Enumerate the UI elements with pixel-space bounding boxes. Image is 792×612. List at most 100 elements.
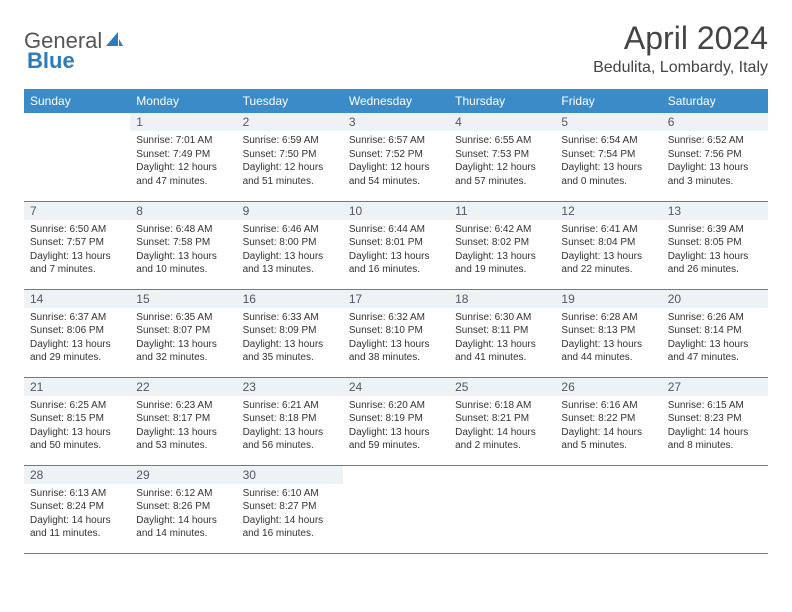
sunrise-text: Sunrise: 6:39 AM <box>668 223 762 237</box>
header: General April 2024 Bedulita, Lombardy, I… <box>24 20 768 77</box>
sunset-text: Sunset: 8:07 PM <box>136 324 230 338</box>
location: Bedulita, Lombardy, Italy <box>593 59 768 77</box>
day-cell: 22Sunrise: 6:23 AMSunset: 8:17 PMDayligh… <box>130 377 236 465</box>
sunset-text: Sunset: 8:18 PM <box>243 412 337 426</box>
day-cell: 25Sunrise: 6:18 AMSunset: 8:21 PMDayligh… <box>449 377 555 465</box>
day-number: 30 <box>237 466 343 484</box>
sunset-text: Sunset: 7:52 PM <box>349 148 443 162</box>
sunrise-text: Sunrise: 6:42 AM <box>455 223 549 237</box>
sunrise-text: Sunrise: 6:12 AM <box>136 487 230 501</box>
day-body: Sunrise: 6:25 AMSunset: 8:15 PMDaylight:… <box>24 396 130 457</box>
day-cell: 16Sunrise: 6:33 AMSunset: 8:09 PMDayligh… <box>237 289 343 377</box>
day-number: 19 <box>555 290 661 308</box>
sunrise-text: Sunrise: 6:21 AM <box>243 399 337 413</box>
day-body: Sunrise: 6:20 AMSunset: 8:19 PMDaylight:… <box>343 396 449 457</box>
daylight-text: Daylight: 13 hours and 41 minutes. <box>455 338 549 365</box>
daylight-text: Daylight: 13 hours and 16 minutes. <box>349 250 443 277</box>
sunset-text: Sunset: 7:57 PM <box>30 236 124 250</box>
day-body: Sunrise: 6:50 AMSunset: 7:57 PMDaylight:… <box>24 220 130 281</box>
sunset-text: Sunset: 8:15 PM <box>30 412 124 426</box>
sunset-text: Sunset: 8:26 PM <box>136 500 230 514</box>
daylight-text: Daylight: 13 hours and 59 minutes. <box>349 426 443 453</box>
day-body: Sunrise: 6:52 AMSunset: 7:56 PMDaylight:… <box>662 131 768 192</box>
day-cell: 10Sunrise: 6:44 AMSunset: 8:01 PMDayligh… <box>343 201 449 289</box>
sunrise-text: Sunrise: 7:01 AM <box>136 134 230 148</box>
day-cell: 19Sunrise: 6:28 AMSunset: 8:13 PMDayligh… <box>555 289 661 377</box>
day-number: 28 <box>24 466 130 484</box>
weekday-header: Friday <box>555 89 661 113</box>
day-number: 12 <box>555 202 661 220</box>
daylight-text: Daylight: 13 hours and 7 minutes. <box>30 250 124 277</box>
week-row: 28 Sunrise: 6:13 AMSunset: 8:24 PMDayligh… <box>24 465 768 553</box>
weekday-header: Saturday <box>662 89 768 113</box>
week-row: 7Sunrise: 6:50 AMSunset: 7:57 PMDaylight… <box>24 201 768 289</box>
sunrise-text: Sunrise: 6:20 AM <box>349 399 443 413</box>
day-cell: 30Sunrise: 6:10 AMSunset: 8:27 PMDayligh… <box>237 465 343 553</box>
day-number: 13 <box>662 202 768 220</box>
day-body: Sunrise: 6:44 AMSunset: 8:01 PMDaylight:… <box>343 220 449 281</box>
sunset-text: Sunset: 7:50 PM <box>243 148 337 162</box>
day-cell <box>662 465 768 553</box>
sunset-text: Sunset: 8:17 PM <box>136 412 230 426</box>
sunset-text: Sunset: 8:10 PM <box>349 324 443 338</box>
sunset-text: Sunset: 8:13 PM <box>561 324 655 338</box>
sunset-text: Sunset: 8:09 PM <box>243 324 337 338</box>
day-body: Sunrise: 6:39 AMSunset: 8:05 PMDaylight:… <box>662 220 768 281</box>
sunrise-text: Sunrise: 6:44 AM <box>349 223 443 237</box>
day-cell: 9Sunrise: 6:46 AMSunset: 8:00 PMDaylight… <box>237 201 343 289</box>
weekday-header: Monday <box>130 89 236 113</box>
day-cell <box>449 465 555 553</box>
day-body: Sunrise: 7:01 AMSunset: 7:49 PMDaylight:… <box>130 131 236 192</box>
day-cell: 2 Sunrise: 6:59 AMSunset: 7:50 PMDaylight… <box>237 113 343 201</box>
day-body: Sunrise: 6:35 AMSunset: 8:07 PMDaylight:… <box>130 308 236 369</box>
day-number: 5 <box>555 113 661 131</box>
day-number: 25 <box>449 378 555 396</box>
day-body: Sunrise: 6:54 AMSunset: 7:54 PMDaylight:… <box>555 131 661 192</box>
day-body: Sunrise: 6:33 AMSunset: 8:09 PMDaylight:… <box>237 308 343 369</box>
sunset-text: Sunset: 8:11 PM <box>455 324 549 338</box>
day-cell: 5Sunrise: 6:54 AMSunset: 7:54 PMDaylight… <box>555 113 661 201</box>
weekday-header: Tuesday <box>237 89 343 113</box>
day-body: Sunrise: 6:16 AMSunset: 8:22 PMDaylight:… <box>555 396 661 457</box>
day-body: Sunrise: 6:55 AMSunset: 7:53 PMDaylight:… <box>449 131 555 192</box>
day-cell: 12Sunrise: 6:41 AMSunset: 8:04 PMDayligh… <box>555 201 661 289</box>
day-number: 17 <box>343 290 449 308</box>
day-body: Sunrise: 6:42 AMSunset: 8:02 PMDaylight:… <box>449 220 555 281</box>
weekday-header: Thursday <box>449 89 555 113</box>
daylight-text: Daylight: 13 hours and 35 minutes. <box>243 338 337 365</box>
day-body: Sunrise: 6:57 AMSunset: 7:52 PMDaylight:… <box>343 131 449 192</box>
weekday-header: Wednesday <box>343 89 449 113</box>
day-body: Sunrise: 6:12 AMSunset: 8:26 PMDaylight:… <box>130 484 236 545</box>
day-body: Sunrise: 6:30 AMSunset: 8:11 PMDaylight:… <box>449 308 555 369</box>
sunrise-text: Sunrise: 6:13 AM <box>30 487 124 501</box>
day-cell: 3Sunrise: 6:57 AMSunset: 7:52 PMDaylight… <box>343 113 449 201</box>
sunrise-text: Sunrise: 6:18 AM <box>455 399 549 413</box>
sunset-text: Sunset: 8:14 PM <box>668 324 762 338</box>
day-body: Sunrise: 6:48 AMSunset: 7:58 PMDaylight:… <box>130 220 236 281</box>
weekday-header: Sunday <box>24 89 130 113</box>
day-number: 1 <box>130 113 236 131</box>
sunrise-text: Sunrise: 6:33 AM <box>243 311 337 325</box>
sunset-text: Sunset: 8:24 PM <box>30 500 124 514</box>
day-number: 7 <box>24 202 130 220</box>
sunrise-text: Sunrise: 6:35 AM <box>136 311 230 325</box>
day-cell: 24Sunrise: 6:20 AMSunset: 8:19 PMDayligh… <box>343 377 449 465</box>
sunset-text: Sunset: 7:58 PM <box>136 236 230 250</box>
day-number: 2 <box>237 113 343 131</box>
sunset-text: Sunset: 8:04 PM <box>561 236 655 250</box>
day-cell <box>24 113 130 201</box>
sunset-text: Sunset: 8:05 PM <box>668 236 762 250</box>
sunset-text: Sunset: 7:53 PM <box>455 148 549 162</box>
daylight-text: Daylight: 13 hours and 13 minutes. <box>243 250 337 277</box>
day-number: 14 <box>24 290 130 308</box>
day-number: 9 <box>237 202 343 220</box>
day-body: Sunrise: 6:21 AMSunset: 8:18 PMDaylight:… <box>237 396 343 457</box>
sail-icon <box>104 30 124 53</box>
daylight-text: Daylight: 14 hours and 11 minutes. <box>30 514 124 541</box>
sunrise-text: Sunrise: 6:50 AM <box>30 223 124 237</box>
daylight-text: Daylight: 12 hours and 51 minutes. <box>243 161 337 188</box>
day-cell: 13Sunrise: 6:39 AMSunset: 8:05 PMDayligh… <box>662 201 768 289</box>
daylight-text: Daylight: 13 hours and 3 minutes. <box>668 161 762 188</box>
sunrise-text: Sunrise: 6:59 AM <box>243 134 337 148</box>
day-number: 15 <box>130 290 236 308</box>
